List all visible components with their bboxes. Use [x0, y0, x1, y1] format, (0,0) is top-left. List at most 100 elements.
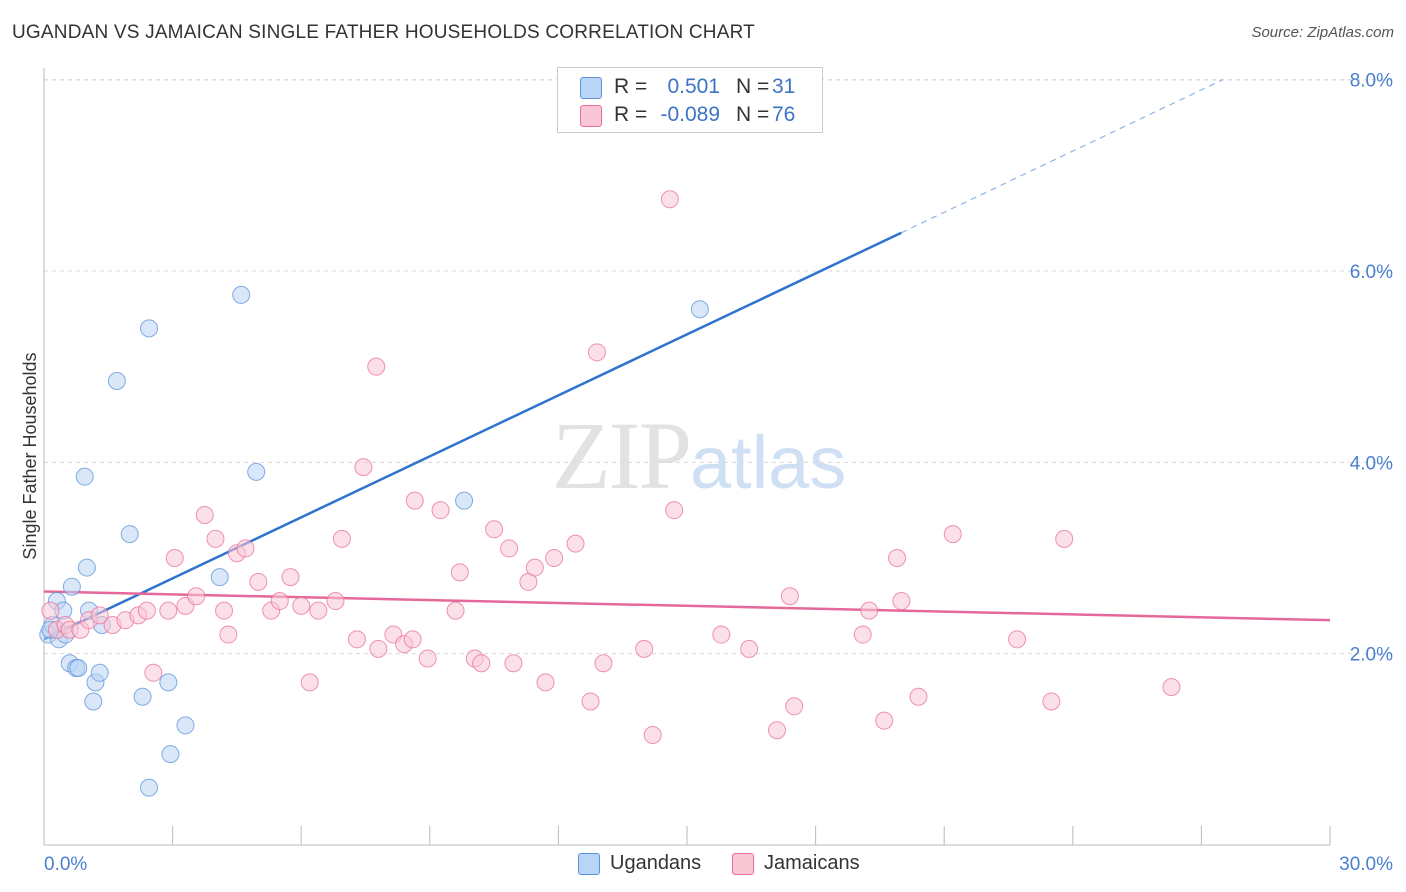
data-points [39, 190, 1181, 797]
jamaicans-point [525, 558, 544, 577]
jamaicans-point [347, 630, 366, 649]
ugandans-point [247, 462, 266, 481]
jamaicans-trend-line [43, 590, 1331, 622]
jamaicans-point [643, 725, 662, 744]
jamaicans-point [418, 649, 437, 668]
jamaicans-point [354, 458, 373, 477]
jamaicans-point [165, 548, 184, 567]
jamaicans-point [536, 673, 555, 692]
ugandans-point [107, 372, 126, 391]
ugandans-trend-extension [901, 79, 1224, 234]
jamaicans-point [403, 630, 422, 649]
jamaicans-point [159, 601, 178, 620]
jamaicans-point [219, 625, 238, 644]
trend-lines [43, 79, 1331, 641]
ugandans-point [140, 319, 159, 338]
jamaicans-point [206, 529, 225, 548]
jamaicans-point [768, 721, 787, 740]
n-label: N = [736, 75, 770, 98]
jamaicans-point [909, 687, 928, 706]
jamaicans-point [635, 639, 654, 658]
jamaicans-point [660, 190, 679, 209]
axes [43, 68, 1331, 846]
jamaicans-point [712, 625, 731, 644]
n-value: 31 [772, 75, 796, 98]
legend-label: Ugandans [610, 852, 702, 874]
ugandans-point [84, 692, 103, 711]
jamaicans-point [500, 539, 519, 558]
ugandans-point [161, 745, 180, 764]
jamaicans-point [249, 572, 268, 591]
stats-legend: R = 0.501 N = 31 R = -0.089 N = 76 [557, 67, 823, 133]
y-tick-label: 6.0% [1350, 262, 1393, 283]
ugandans-point [62, 577, 81, 596]
jamaicans-point [281, 568, 300, 587]
y-tick-label: 4.0% [1350, 453, 1393, 474]
jamaicans-point [504, 654, 523, 673]
jamaicans-point [367, 357, 386, 376]
ugandans-point [176, 716, 195, 735]
watermark-zip: ZIP [552, 402, 692, 509]
x-tick-label: 0.0% [44, 854, 87, 875]
jamaicans-point [587, 343, 606, 362]
jamaicans-point [41, 601, 60, 620]
jamaicans-point [144, 663, 163, 682]
ugandans-point [210, 568, 229, 587]
jamaicans-point [545, 548, 564, 567]
jamaicans-point [309, 601, 328, 620]
y-axis-label: Single Father Households [20, 352, 40, 559]
jamaicans-point [332, 529, 351, 548]
jamaicans-point [780, 587, 799, 606]
jamaicans-point [566, 534, 585, 553]
jamaicans-point [326, 592, 345, 611]
series-legend: Ugandans Jamaicans [0, 851, 1406, 879]
ugandans-point [140, 778, 159, 797]
jamaicans-point [888, 548, 907, 567]
jamaicans-point [236, 539, 255, 558]
jamaicans-point [270, 592, 289, 611]
n-label: N = [736, 103, 770, 126]
jamaicans-point [875, 711, 894, 730]
jamaicans-point [405, 491, 424, 510]
ugandans-point [159, 673, 178, 692]
jamaicans-point [137, 601, 156, 620]
ugandans-point [90, 663, 109, 682]
jamaicans-point [581, 692, 600, 711]
jamaicans-point [90, 606, 109, 625]
jamaicans-point [472, 654, 491, 673]
stats-row-ugandans: R = 0.501 N = 31 [558, 73, 822, 101]
ugandans-point [77, 558, 96, 577]
legend-label: Jamaicans [764, 852, 860, 874]
ugandans-trend-line [43, 231, 902, 641]
grid-lines [44, 79, 1392, 655]
jamaicans-point [853, 625, 872, 644]
jamaicans-point [292, 596, 311, 615]
jamaicans-point [195, 505, 214, 524]
ugandans-point [120, 525, 139, 544]
stats-row-jamaicans: R = -0.089 N = 76 [558, 101, 822, 129]
tick-labels: 2.0% 4.0% 6.0% 8.0% 0.0% 30.0% [44, 71, 1393, 875]
jamaicans-swatch [732, 853, 754, 875]
jamaicans-point [860, 601, 879, 620]
ugandans-point [133, 687, 152, 706]
jamaicans-point [740, 639, 759, 658]
ugandans-swatch [578, 853, 600, 875]
ugandans-point [75, 467, 94, 486]
ugandans-point [455, 491, 474, 510]
jamaicans-point [369, 639, 388, 658]
x-tick-label: 30.0% [1339, 854, 1393, 875]
r-value: -0.089 [660, 103, 720, 126]
jamaicans-point [594, 654, 613, 673]
jamaicans-point [892, 592, 911, 611]
ugandans-point [232, 285, 251, 304]
jamaicans-point [187, 587, 206, 606]
jamaicans-point [431, 501, 450, 520]
jamaicans-point [446, 601, 465, 620]
jamaicans-point [300, 673, 319, 692]
jamaicans-point [1008, 630, 1027, 649]
y-tick-label: 8.0% [1350, 71, 1393, 92]
jamaicans-point [450, 563, 469, 582]
r-value: 0.501 [667, 75, 720, 98]
jamaicans-point [665, 501, 684, 520]
